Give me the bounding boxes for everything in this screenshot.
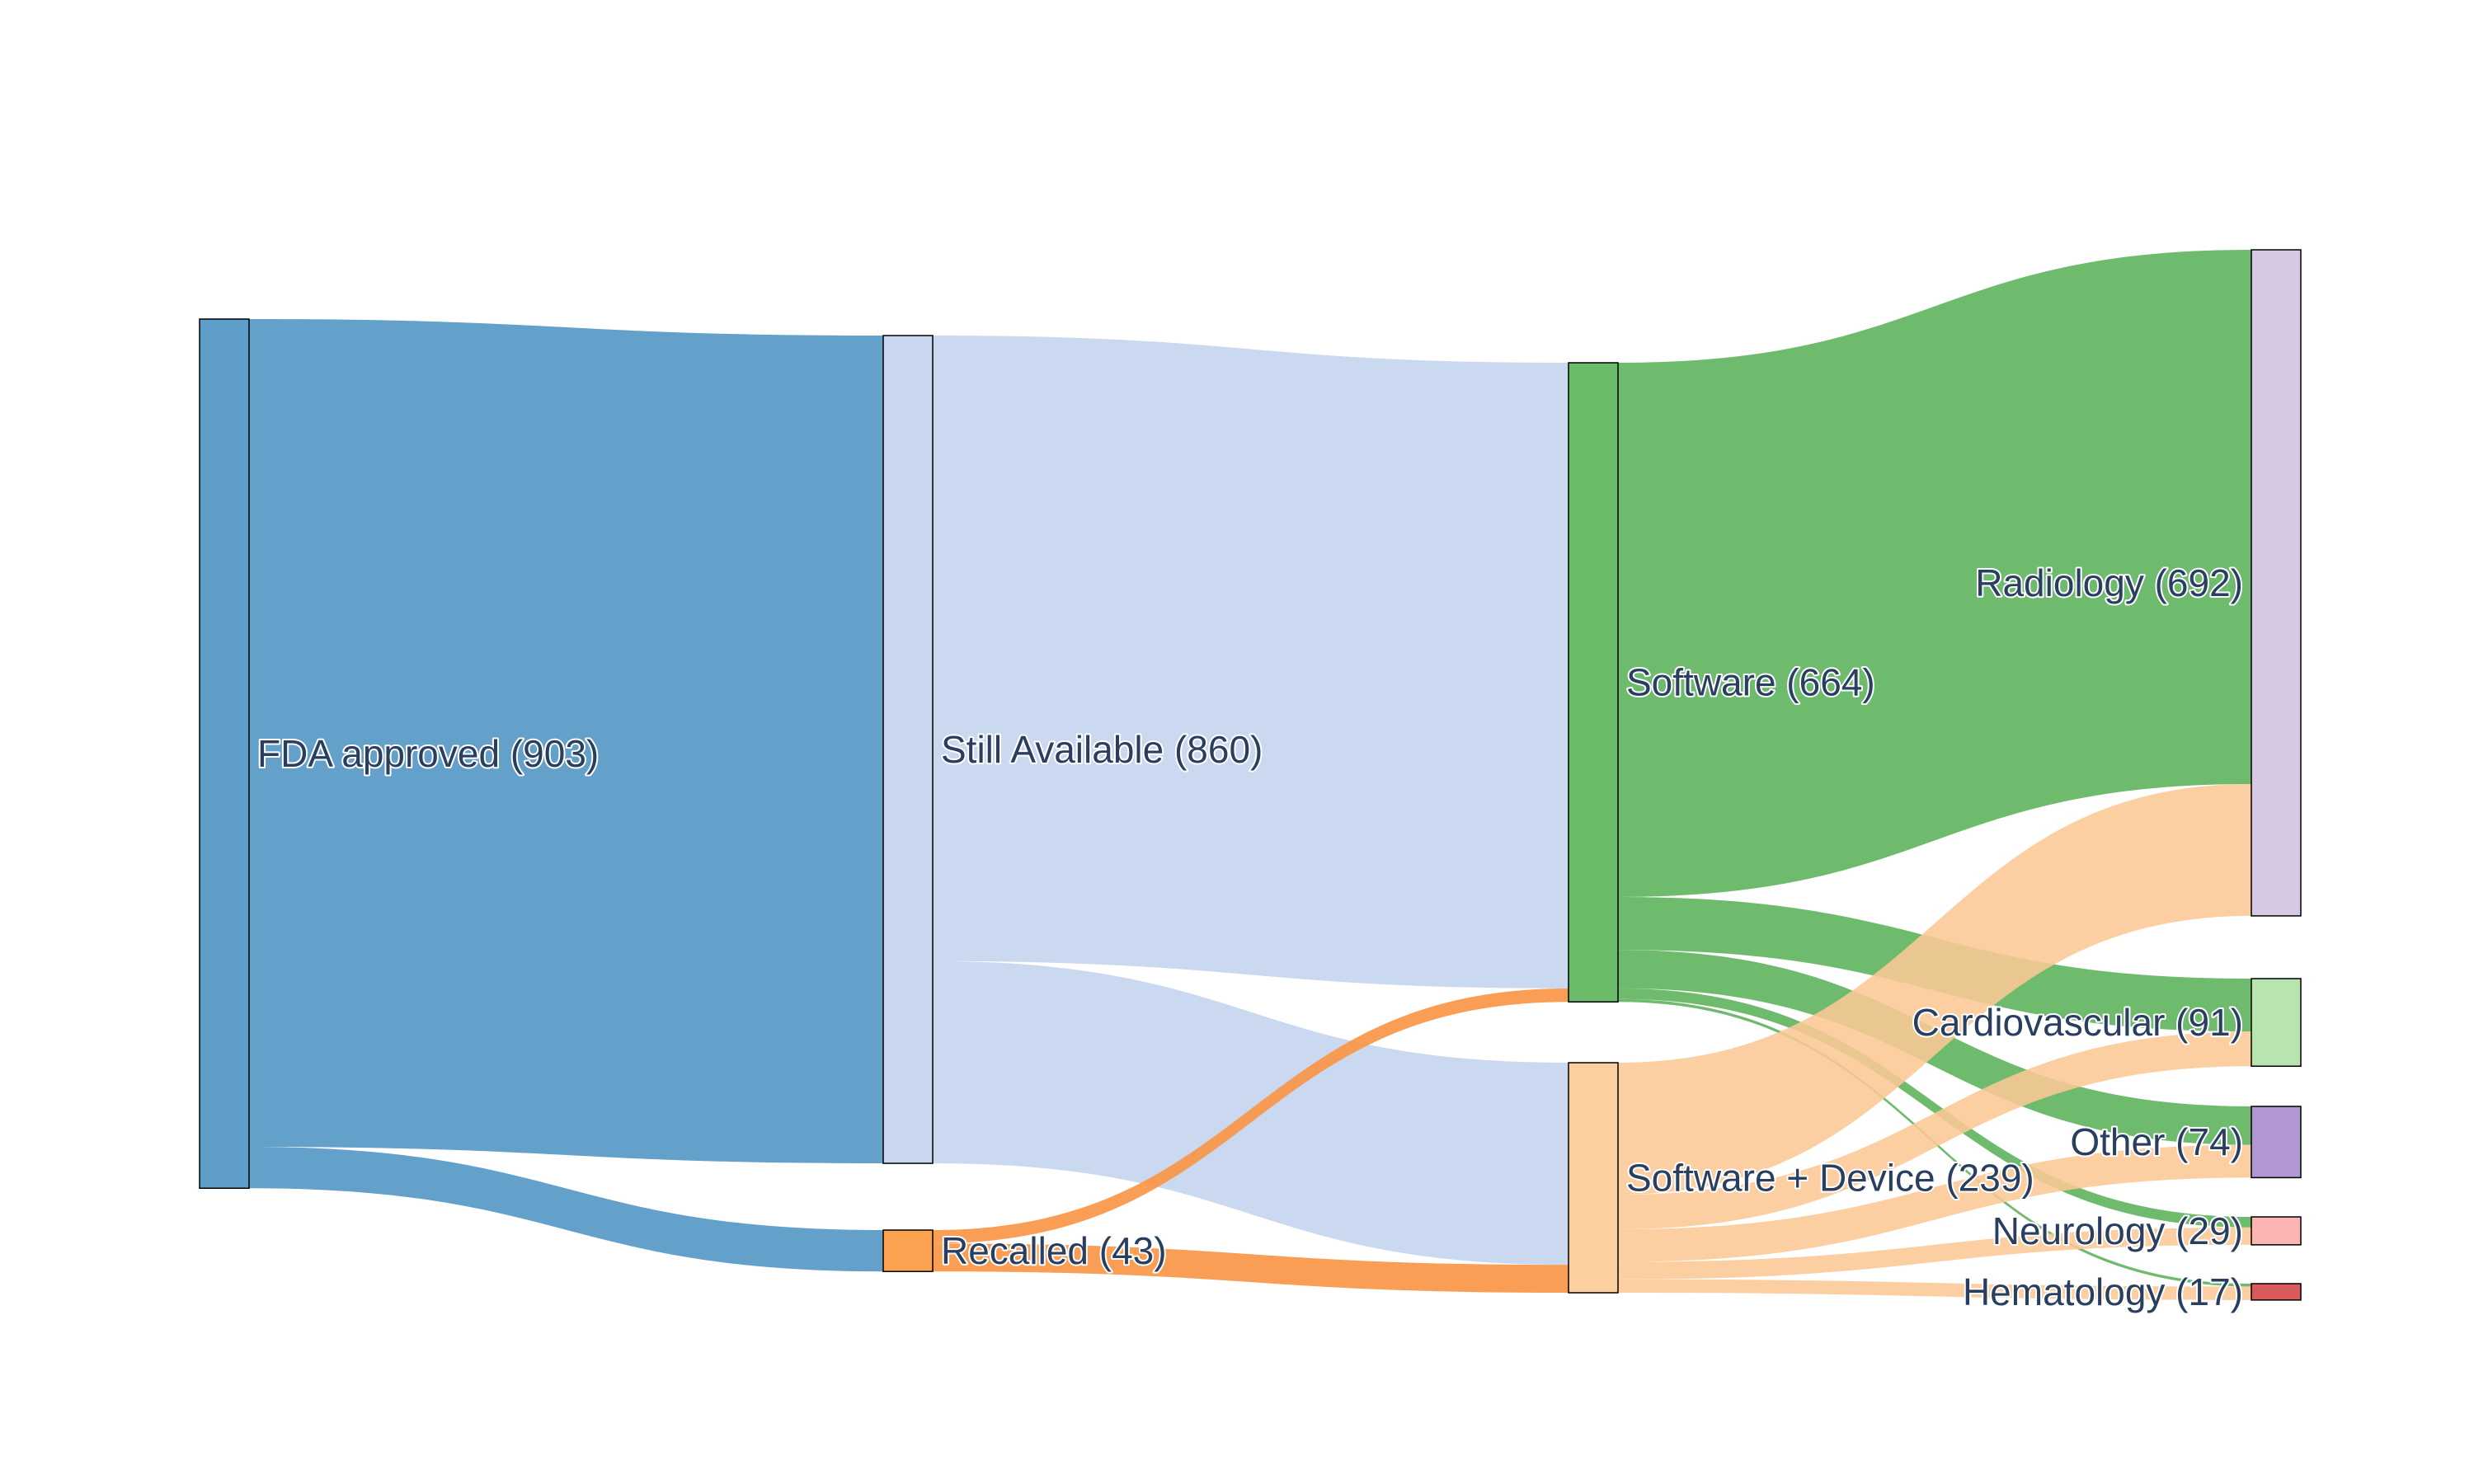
node-label-hema: Hematology (17)	[1963, 1270, 2243, 1313]
link-still-to-software[interactable]	[933, 336, 1569, 989]
node-other[interactable]	[2251, 1106, 2302, 1179]
node-neuro[interactable]	[2251, 1216, 2302, 1246]
node-recalled[interactable]	[882, 1229, 934, 1272]
node-label-fda: FDA approved (903)	[257, 732, 599, 775]
node-cardio[interactable]	[2251, 978, 2302, 1067]
link-swdev-to-other[interactable]	[1618, 1144, 2251, 1262]
node-label-neuro: Neurology (29)	[1992, 1209, 2243, 1252]
link-swdev-to-hema[interactable]	[1618, 1279, 2251, 1300]
node-label-radiology: Radiology (692)	[1975, 561, 2243, 604]
node-label-software: Software (664)	[1626, 661, 1875, 704]
node-label-cardio: Cardiovascular (91)	[1912, 1001, 2243, 1044]
node-swdev[interactable]	[1568, 1062, 1619, 1294]
node-radiology[interactable]	[2251, 249, 2302, 917]
link-fda-to-still[interactable]	[249, 319, 883, 1164]
link-software-to-neuro[interactable]	[1618, 988, 2251, 1228]
links-layer	[249, 250, 2251, 1300]
node-label-swdev: Software + Device (239)	[1626, 1157, 2034, 1200]
node-label-other: Other (74)	[2070, 1120, 2243, 1163]
link-software-to-radiology[interactable]	[1618, 250, 2251, 897]
link-recalled-to-swdev[interactable]	[933, 1243, 1569, 1294]
node-still[interactable]	[882, 335, 934, 1164]
link-swdev-to-cardio[interactable]	[1618, 1031, 2251, 1229]
link-recalled-to-software[interactable]	[933, 988, 1569, 1244]
node-software[interactable]	[1568, 362, 1619, 1003]
node-hema[interactable]	[2251, 1283, 2302, 1301]
labels-layer: FDA approved (903) Still Available (860) R…	[256, 560, 2245, 1315]
link-swdev-to-radiology[interactable]	[1618, 783, 2251, 1195]
node-label-recalled: Recalled (43)	[941, 1229, 1167, 1272]
node-label-still: Still Available (860)	[941, 728, 1263, 771]
nodes-layer	[199, 249, 2302, 1301]
link-fda-to-recalled[interactable]	[249, 1147, 883, 1272]
node-fda[interactable]	[199, 318, 250, 1190]
link-swdev-to-neuro[interactable]	[1618, 1227, 2251, 1280]
